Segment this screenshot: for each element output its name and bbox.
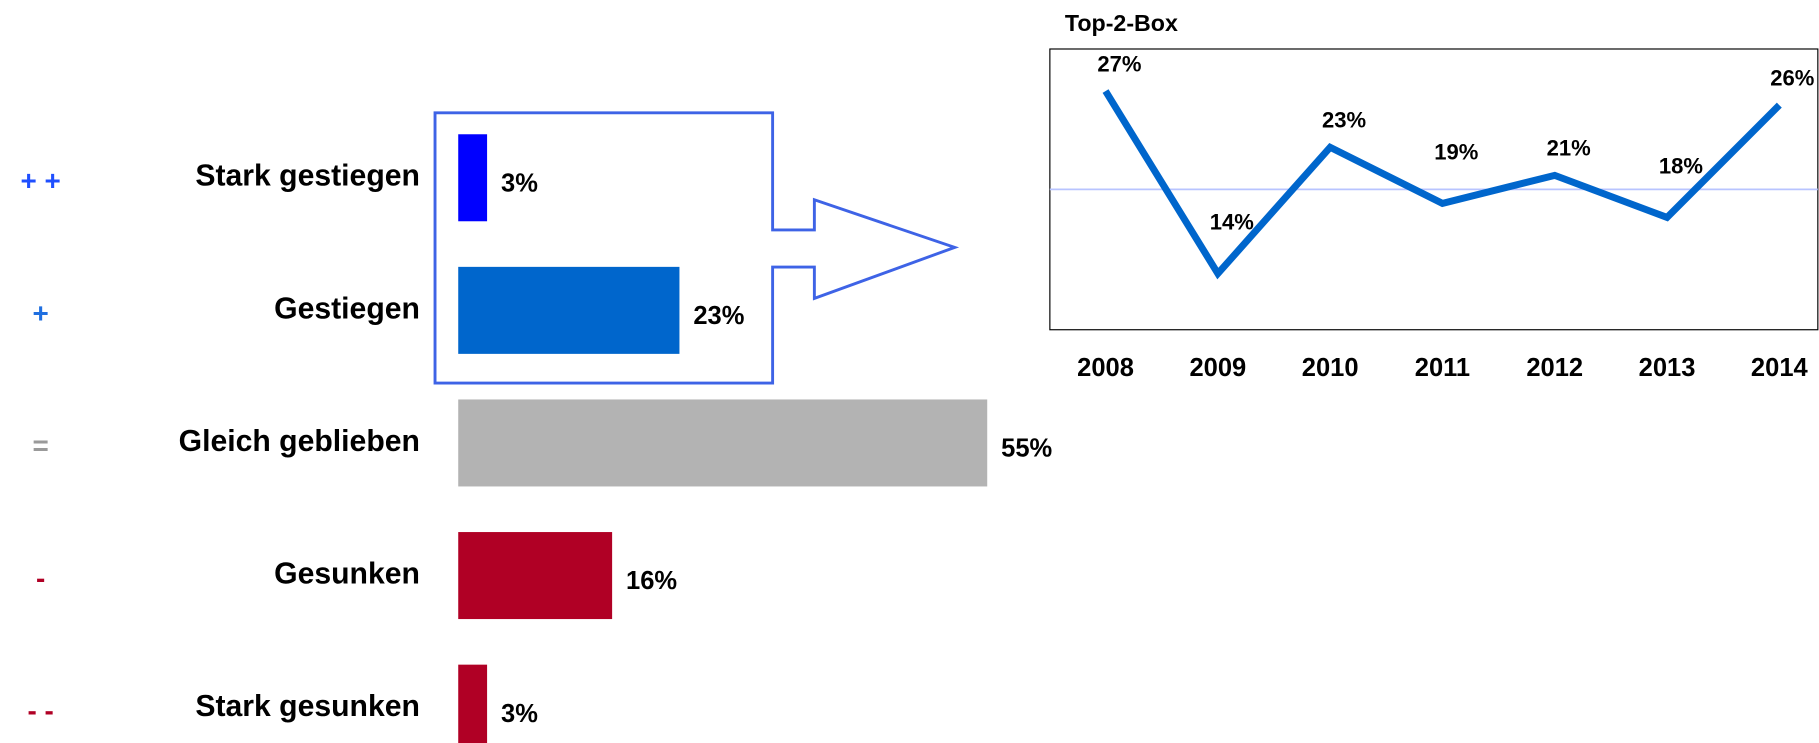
x-tick-label: 2012 [1526, 354, 1583, 382]
value-label: 55% [1001, 435, 1052, 463]
value-label: 23% [693, 302, 744, 330]
x-tick-label: 2013 [1639, 354, 1696, 382]
category-label: Gleich geblieben [179, 425, 420, 458]
x-tick-label: 2009 [1189, 354, 1246, 382]
bar [458, 134, 488, 222]
callout-arrow [433, 111, 960, 385]
row-symbol: = [32, 430, 48, 461]
bar [458, 266, 680, 354]
value-label: 23% [1322, 108, 1367, 133]
x-tick-label: 2014 [1751, 354, 1809, 382]
row-symbol: - [36, 563, 45, 594]
chart-title: Top-2-Box [1065, 10, 1178, 36]
x-tick-label: 2008 [1077, 354, 1134, 382]
category-label: Gesunken [274, 558, 420, 591]
bar [458, 532, 613, 620]
value-label: 3% [501, 169, 538, 197]
value-label: 26% [1770, 65, 1815, 90]
value-label: 27% [1097, 51, 1142, 76]
bar [458, 664, 488, 743]
row-symbol: + [32, 297, 48, 328]
category-label: Stark gesunken [195, 690, 420, 723]
x-tick-label: 2011 [1415, 354, 1470, 382]
category-label: Stark gestiegen [195, 160, 420, 193]
value-label: 19% [1434, 139, 1479, 164]
row-symbol: + + [20, 165, 60, 196]
category-label: Gestiegen [274, 292, 420, 325]
line-series [1102, 89, 1782, 280]
value-label: 16% [626, 567, 677, 595]
value-label: 18% [1659, 153, 1704, 178]
row-symbol: - - [27, 695, 53, 726]
value-label: 3% [501, 700, 538, 728]
bar [458, 399, 988, 487]
x-tick-label: 2010 [1302, 354, 1359, 382]
value-label: 21% [1547, 136, 1592, 161]
value-label: 14% [1210, 210, 1255, 235]
